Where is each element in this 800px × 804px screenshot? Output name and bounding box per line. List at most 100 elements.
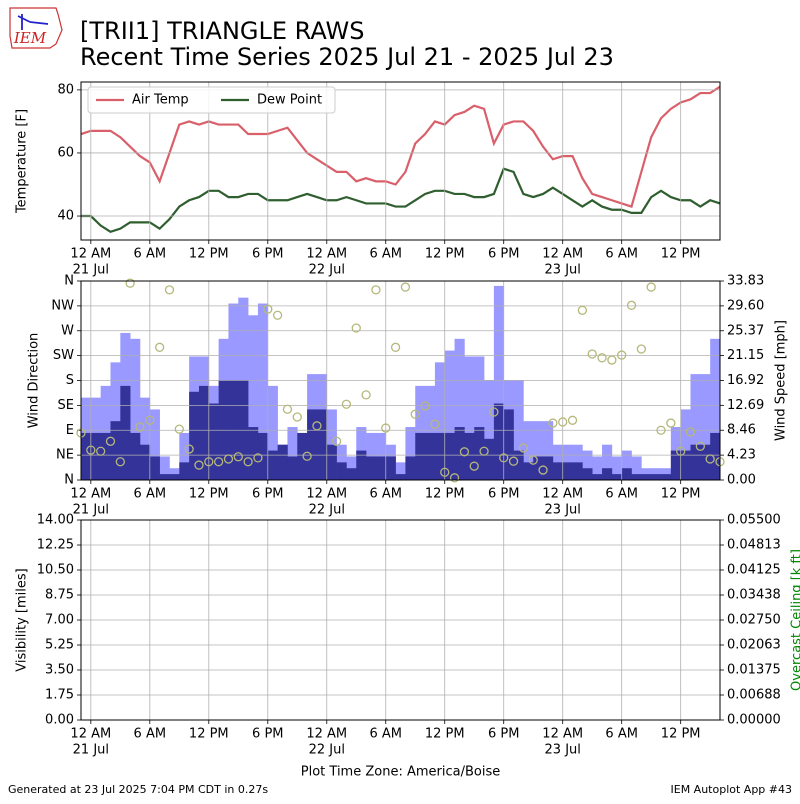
bar: [81, 433, 91, 480]
bar: [710, 433, 720, 480]
y-tick-label: 1.75: [45, 688, 74, 703]
bar: [720, 409, 730, 480]
bar: [101, 433, 111, 480]
legend-label: Dew Point: [257, 93, 322, 108]
bar: [455, 427, 465, 480]
x-tick-label: 12 AM: [70, 247, 111, 262]
x-tick-label: 6 PM: [488, 247, 519, 262]
bar: [651, 474, 661, 480]
bar: [504, 409, 514, 480]
x-tick-label: 12 PM: [425, 487, 465, 502]
subtitle: Recent Time Series 2025 Jul 21 - 2025 Ju…: [80, 43, 614, 71]
y-tick-label: 7.00: [45, 613, 74, 628]
x-tick-label: 6 AM: [369, 727, 402, 742]
x-tick-label: 6 AM: [605, 487, 638, 502]
point: [362, 391, 370, 399]
legend-label: Air Temp: [132, 93, 189, 108]
bar: [160, 474, 170, 480]
y2-tick-label: 0.04813: [727, 538, 781, 553]
y-tick-label: 5.25: [45, 638, 74, 653]
bar: [612, 474, 622, 480]
x-date-label: 21 Jul: [73, 743, 109, 758]
y-tick-label: 0.00: [45, 713, 74, 728]
bar: [533, 456, 543, 480]
y-tick-label: 40: [57, 209, 74, 224]
bar: [337, 462, 347, 480]
x-tick-label: 6 AM: [369, 487, 402, 502]
y2-tick-label: 0.04125: [727, 563, 781, 578]
x-tick-label: 12 PM: [189, 487, 229, 502]
y2-tick-label: 21.15: [727, 348, 764, 363]
bar: [435, 433, 445, 480]
bar: [386, 456, 396, 480]
x-date-label: 22 Jul: [309, 263, 345, 278]
point: [588, 350, 596, 358]
bar: [169, 474, 179, 480]
x-tick-label: 6 AM: [605, 247, 638, 262]
bar: [563, 462, 573, 480]
x-tick-label: 12 AM: [306, 247, 347, 262]
bar: [317, 409, 327, 480]
point: [647, 283, 655, 291]
y2-tick-label: 33.83: [727, 274, 764, 289]
y-tick-label: 12.25: [37, 538, 74, 553]
point: [126, 279, 134, 287]
title: [TRII1] TRIANGLE RAWS: [80, 17, 364, 45]
y-tick-label: NE: [56, 448, 74, 463]
bar: [553, 462, 563, 480]
point: [637, 345, 645, 353]
x-tick-label: 12 PM: [661, 487, 701, 502]
bar: [484, 439, 494, 480]
x-date-label: 23 Jul: [545, 263, 581, 278]
x-tick-label: 12 AM: [542, 247, 583, 262]
y-tick-label: W: [61, 323, 74, 338]
bar: [130, 433, 140, 480]
x-tick-label: 12 PM: [189, 727, 229, 742]
bar: [661, 474, 671, 480]
point: [628, 301, 636, 309]
bar: [376, 456, 386, 480]
point: [293, 413, 301, 421]
bar: [278, 445, 288, 480]
y2-tick-label: 8.46: [727, 423, 756, 438]
x-date-label: 22 Jul: [309, 503, 345, 518]
y-axis-label: Wind Direction: [27, 333, 42, 429]
bar: [592, 474, 602, 480]
y-tick-label: 8.75: [45, 588, 74, 603]
bar: [366, 456, 376, 480]
bar: [346, 468, 356, 480]
y2-tick-label: 0.00688: [727, 688, 781, 703]
bar: [405, 456, 415, 480]
x-tick-label: 12 AM: [542, 487, 583, 502]
y-axis-label: Temperature [F]: [15, 109, 30, 214]
x-tick-label: 12 PM: [425, 247, 465, 262]
bar: [632, 474, 642, 480]
x-tick-label: 12 AM: [70, 487, 111, 502]
y-tick-label: S: [66, 373, 74, 388]
x-axis-label: Plot Time Zone: America/Boise: [301, 765, 500, 780]
plots: 12 AM 6 AM 12 PM 6 PM 12 AM 6 AM 12 PM 6 PM 12 A…: [15, 82, 800, 780]
y2-axis-label: Overcast Ceiling [k ft]: [790, 549, 800, 691]
y2-tick-label: 0.02750: [727, 613, 781, 628]
x-tick-label: 6 PM: [488, 487, 519, 502]
plot-area: [81, 286, 730, 480]
point: [598, 354, 606, 362]
y-tick-label: SW: [53, 348, 74, 363]
y2-tick-label: 29.60: [727, 298, 764, 313]
footer-left: Generated at 23 Jul 2025 7:04 PM CDT in …: [8, 783, 268, 796]
y-tick-label: E: [66, 423, 74, 438]
y-axis-label: Visibility [miles]: [15, 568, 30, 671]
bar: [543, 456, 553, 480]
bar: [179, 462, 189, 480]
bar: [474, 427, 484, 480]
bar: [209, 404, 219, 480]
point: [569, 416, 577, 424]
y-tick-label: NW: [51, 298, 74, 313]
bar: [415, 433, 425, 480]
x-tick-label: 12 AM: [542, 727, 583, 742]
y2-tick-label: 12.69: [727, 398, 764, 413]
point: [156, 343, 164, 351]
point: [175, 425, 183, 433]
y-tick-label: 80: [57, 82, 74, 97]
